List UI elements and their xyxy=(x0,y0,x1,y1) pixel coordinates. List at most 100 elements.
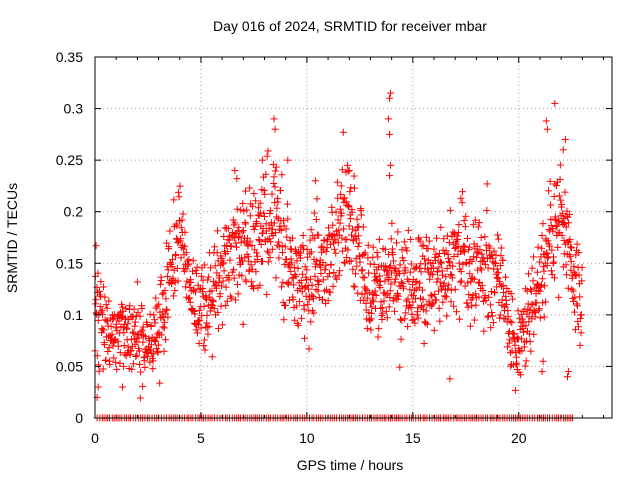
data-point xyxy=(375,324,383,332)
data-point xyxy=(481,292,489,300)
data-point xyxy=(518,335,526,343)
data-point xyxy=(231,219,239,227)
data-point xyxy=(538,244,546,252)
data-point xyxy=(370,269,378,277)
data-point xyxy=(150,316,158,324)
data-point xyxy=(354,289,362,297)
data-point xyxy=(100,283,108,291)
data-point xyxy=(339,128,347,136)
data-point xyxy=(269,225,277,233)
data-point xyxy=(323,237,331,245)
data-point xyxy=(157,276,165,284)
data-point xyxy=(424,245,432,253)
data-point xyxy=(340,258,348,266)
data-point xyxy=(191,310,199,318)
data-point xyxy=(430,264,438,272)
data-point xyxy=(564,373,572,381)
data-point xyxy=(519,325,527,333)
data-point xyxy=(324,236,332,244)
data-point xyxy=(294,321,302,329)
data-point xyxy=(553,222,561,230)
data-point xyxy=(350,172,358,180)
data-point xyxy=(545,187,553,195)
data-point xyxy=(390,257,398,265)
data-point xyxy=(271,167,279,175)
data-point xyxy=(402,309,410,317)
data-point xyxy=(271,125,279,133)
data-point xyxy=(241,187,249,195)
data-point xyxy=(422,319,430,327)
data-point xyxy=(460,217,468,225)
data-point xyxy=(382,307,390,315)
data-point xyxy=(99,365,107,373)
data-point xyxy=(453,308,461,316)
data-point xyxy=(358,266,366,274)
data-point xyxy=(196,316,204,324)
data-point xyxy=(418,242,426,250)
data-point xyxy=(307,248,315,256)
data-point xyxy=(333,178,341,186)
data-point xyxy=(278,242,286,250)
data-point xyxy=(343,235,351,243)
data-point xyxy=(95,361,103,369)
data-point xyxy=(481,233,489,241)
data-point xyxy=(378,316,386,324)
data-point xyxy=(197,324,205,332)
data-point xyxy=(130,329,138,337)
data-point xyxy=(260,186,268,194)
data-point xyxy=(496,311,504,319)
data-point xyxy=(205,273,213,281)
data-point xyxy=(502,273,510,281)
x-tick-label: 10 xyxy=(299,430,315,446)
data-point xyxy=(126,302,134,310)
data-point xyxy=(354,232,362,240)
data-point xyxy=(486,244,494,252)
data-point xyxy=(361,249,369,257)
data-point xyxy=(172,220,180,228)
data-point xyxy=(174,188,182,196)
data-point xyxy=(155,300,163,308)
data-point xyxy=(308,281,316,289)
data-point xyxy=(285,278,293,286)
data-point xyxy=(263,152,271,160)
data-point xyxy=(486,301,494,309)
y-tick-label: 0.35 xyxy=(56,49,83,65)
data-point xyxy=(219,259,227,267)
data-point xyxy=(190,285,198,293)
data-point xyxy=(369,296,377,304)
data-point xyxy=(177,254,185,262)
data-point xyxy=(280,316,288,324)
data-point xyxy=(256,281,264,289)
data-point xyxy=(364,254,372,262)
data-point xyxy=(266,207,274,215)
data-point xyxy=(170,196,178,204)
data-point xyxy=(419,252,427,260)
data-point xyxy=(360,250,368,258)
data-point xyxy=(399,284,407,292)
data-point xyxy=(425,297,433,305)
data-point xyxy=(174,277,182,285)
data-point xyxy=(371,287,379,295)
data-point xyxy=(101,341,109,349)
data-point xyxy=(209,298,217,306)
data-point xyxy=(537,281,545,289)
data-point xyxy=(149,365,157,373)
data-point xyxy=(315,278,323,286)
data-point xyxy=(160,347,168,355)
data-point xyxy=(432,296,440,304)
data-point xyxy=(229,216,237,224)
data-point xyxy=(552,182,560,190)
data-point xyxy=(454,235,462,243)
data-point xyxy=(558,201,566,209)
data-point xyxy=(279,278,287,286)
data-point xyxy=(287,255,295,263)
data-point xyxy=(349,265,357,273)
data-point xyxy=(408,310,416,318)
data-point xyxy=(544,254,552,262)
data-point xyxy=(133,351,141,359)
data-point xyxy=(539,220,547,228)
data-point xyxy=(161,287,169,295)
data-point xyxy=(513,359,521,367)
data-point xyxy=(173,222,181,230)
data-point xyxy=(369,243,377,251)
